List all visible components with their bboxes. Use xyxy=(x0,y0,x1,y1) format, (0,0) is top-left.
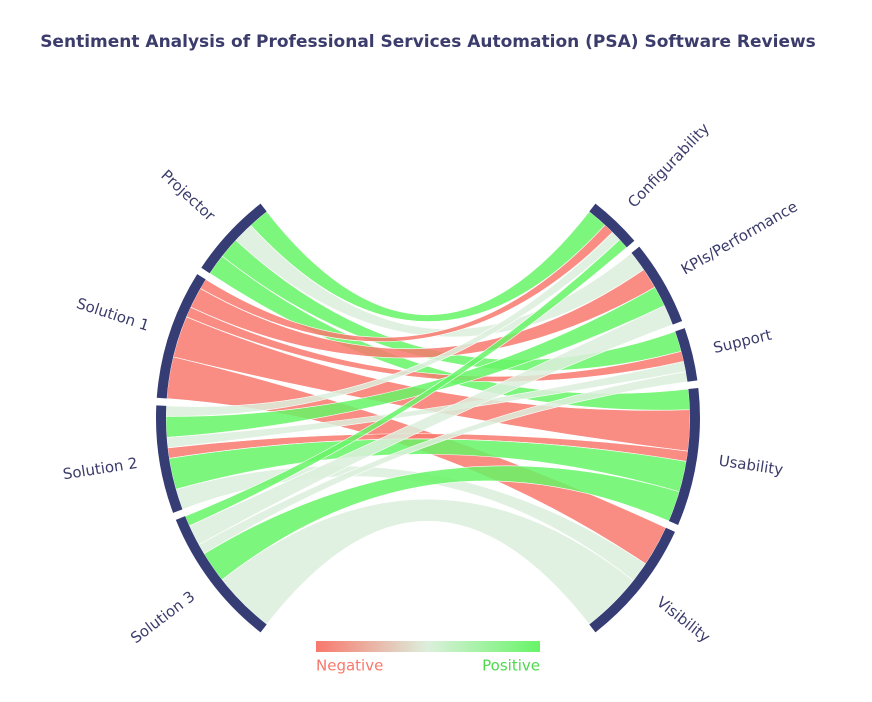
chord xyxy=(184,239,628,527)
chords xyxy=(165,211,691,625)
node-arc xyxy=(589,527,675,633)
node-arc xyxy=(156,405,183,513)
node-arc xyxy=(668,387,700,525)
node-label: Solution 2 xyxy=(62,454,139,483)
node-label: Projector xyxy=(157,166,219,225)
node-arc xyxy=(589,203,635,248)
node-label: Support xyxy=(711,326,773,357)
legend-low-label: Negative xyxy=(316,657,383,675)
node-label: Configurability xyxy=(624,119,713,211)
node-label: Visibility xyxy=(653,593,714,646)
node-arc xyxy=(156,274,206,399)
node-label: Solution 3 xyxy=(127,587,198,647)
chord xyxy=(203,465,680,581)
node-label: Solution 1 xyxy=(74,294,151,335)
legend-colorbar xyxy=(316,641,540,652)
node-arc xyxy=(201,203,267,274)
legend-high-label: Positive xyxy=(482,657,540,675)
node-arc xyxy=(631,246,683,325)
node-arc xyxy=(175,516,267,633)
node-label: KPIs/Performance xyxy=(678,197,801,278)
node-arc xyxy=(675,328,698,382)
chart-title: Sentiment Analysis of Professional Servi… xyxy=(40,32,816,52)
node-label: Usability xyxy=(718,452,785,479)
